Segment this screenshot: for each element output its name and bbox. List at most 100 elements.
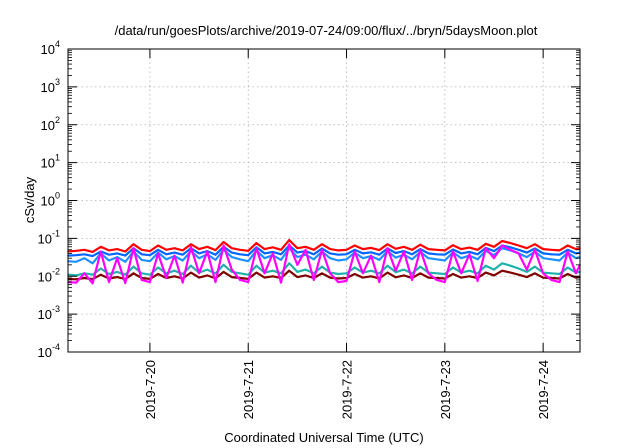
series-point — [337, 281, 340, 283]
series-point — [476, 280, 479, 282]
y-tick-label: 103 — [41, 77, 60, 95]
series-point — [255, 264, 258, 267]
series-point — [198, 248, 200, 250]
series-point — [370, 251, 372, 254]
series-point — [100, 273, 102, 276]
series-point — [239, 249, 241, 251]
series-point — [452, 244, 454, 246]
series-point — [329, 257, 331, 260]
series-point — [157, 266, 159, 269]
series-point — [378, 281, 381, 283]
series-point — [83, 257, 86, 260]
series-point — [165, 253, 168, 256]
series-point — [526, 247, 528, 249]
series-point — [91, 273, 94, 276]
y-tick-exponent: -3 — [52, 304, 60, 314]
series-point — [353, 250, 356, 253]
series-point — [329, 252, 331, 255]
series-point — [296, 276, 299, 278]
series-point — [91, 262, 94, 265]
series-point — [517, 267, 520, 270]
series-point — [116, 271, 118, 273]
series-point — [362, 272, 364, 275]
series-point — [427, 257, 430, 260]
series-point — [427, 276, 430, 279]
series-point — [288, 262, 291, 265]
series-point — [321, 249, 323, 251]
series-point — [313, 279, 315, 281]
series-point — [542, 248, 544, 250]
grid-lines — [68, 49, 580, 352]
series-point — [263, 252, 266, 255]
series-point — [509, 242, 512, 244]
series-point — [386, 264, 389, 267]
series-point — [222, 244, 225, 247]
series-point — [263, 276, 266, 279]
series-point — [124, 273, 127, 276]
series-point — [313, 249, 315, 251]
series-point — [411, 253, 413, 256]
series-point — [100, 267, 102, 270]
y-tick-exponent: 2 — [55, 115, 60, 125]
series-point — [140, 249, 143, 251]
series-point — [280, 259, 282, 261]
series-point — [149, 273, 151, 276]
series-point — [534, 265, 536, 268]
series-point — [124, 250, 127, 253]
series-point — [435, 258, 438, 261]
series-point — [468, 246, 471, 249]
series-point — [337, 249, 340, 252]
y-tick-label: 10-2 — [38, 266, 60, 284]
series-point — [468, 275, 471, 278]
series-point — [345, 272, 348, 275]
series-point — [206, 246, 209, 248]
series-point — [272, 246, 274, 249]
series-point — [149, 260, 151, 263]
series-point — [181, 249, 184, 252]
series-point — [132, 243, 135, 245]
series-point — [140, 259, 143, 261]
series-point — [378, 259, 381, 261]
series-point — [337, 273, 340, 275]
series-point — [100, 250, 102, 253]
series-point — [419, 243, 422, 246]
series-point — [91, 282, 94, 285]
series-line — [67, 239, 581, 253]
series-point — [394, 269, 397, 272]
series-point — [452, 248, 454, 251]
series-point — [280, 249, 282, 251]
series-point — [493, 257, 495, 260]
series-1 — [67, 239, 581, 253]
series-point — [575, 272, 577, 275]
series-point — [550, 249, 553, 251]
series-point — [558, 253, 561, 256]
series-point — [370, 254, 372, 257]
series-point — [435, 249, 438, 251]
series-point — [181, 259, 184, 262]
series-point — [116, 248, 118, 250]
x-axis: 2019-7-20 2019-7-21 2019-7-22 2019-7-23 2019… — [143, 49, 551, 419]
series-point — [534, 243, 536, 245]
series-point — [296, 247, 299, 249]
series-point — [280, 272, 282, 275]
series-point — [313, 253, 315, 256]
series-point — [566, 250, 569, 253]
series-point — [116, 257, 118, 260]
series-point — [534, 272, 536, 275]
series-point — [460, 272, 463, 275]
series-point — [288, 243, 291, 245]
series-point — [337, 259, 340, 262]
series-point — [476, 258, 479, 261]
series-point — [517, 249, 520, 251]
series-point — [501, 244, 504, 247]
series-point — [460, 252, 463, 255]
series-point — [444, 253, 446, 256]
series-point — [468, 269, 471, 272]
series-point — [427, 248, 430, 250]
series-point — [353, 273, 356, 275]
series-point — [165, 258, 168, 261]
series-point — [517, 252, 520, 255]
series-point — [493, 246, 495, 248]
series-point — [75, 278, 77, 281]
series-point — [198, 257, 200, 260]
